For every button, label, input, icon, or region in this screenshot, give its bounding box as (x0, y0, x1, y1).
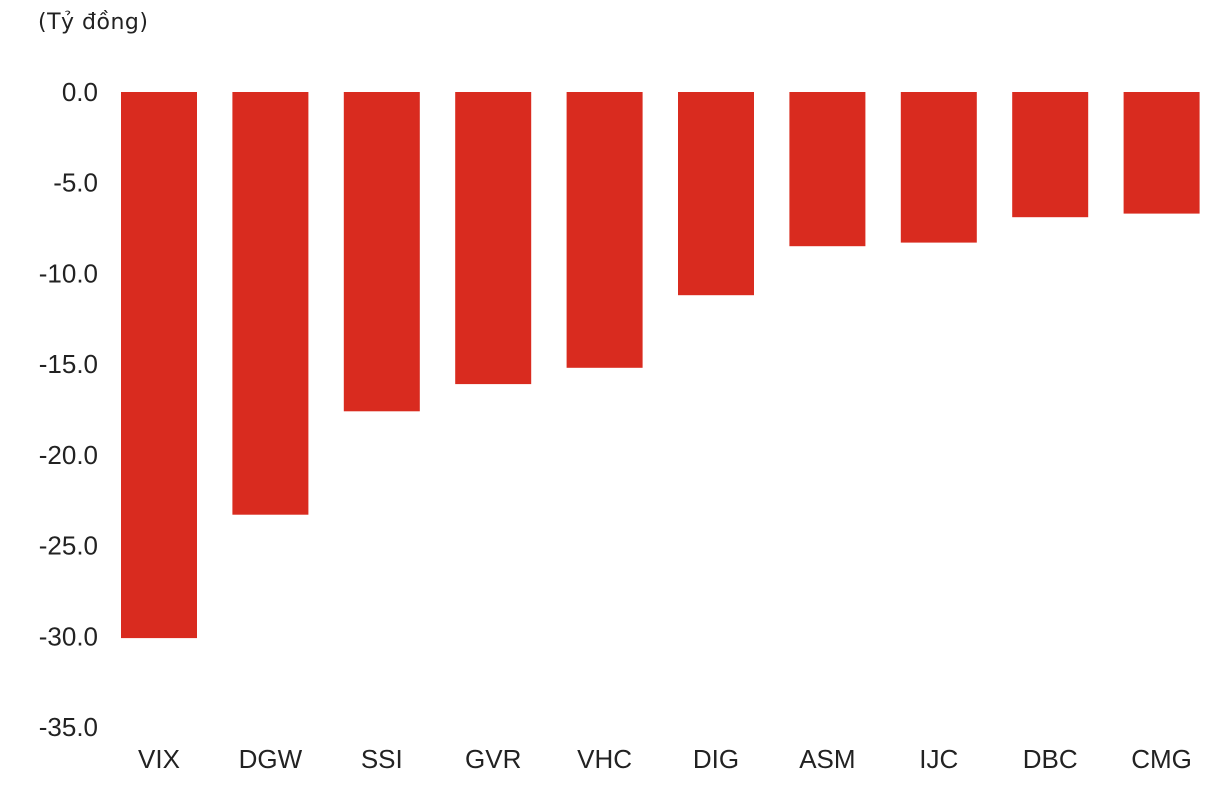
x-tick-label-ssi: SSI (361, 744, 403, 774)
x-tick-label-asm: ASM (799, 744, 855, 774)
bar-vhc (566, 92, 643, 368)
x-tick-label-ijc: IJC (919, 744, 958, 774)
bar-gvr (455, 92, 532, 385)
bar-cmg (1123, 92, 1200, 214)
x-tick-label-gvr: GVR (465, 744, 521, 774)
x-tick-label-dbc: DBC (1023, 744, 1078, 774)
y-tick-label: -25.0 (39, 531, 98, 561)
x-tick-label-vix: VIX (138, 744, 180, 774)
x-tick-label-dig: DIG (693, 744, 739, 774)
bar-ssi (343, 92, 420, 412)
y-axis-ticks: 0.0 -5.0 -10.0 -15.0 -20.0 -25.0 -30.0 -35.0 (39, 77, 98, 742)
unit-label: (Tỷ đồng) (38, 10, 149, 35)
bar-series (121, 92, 1200, 639)
y-tick-label: -15.0 (39, 349, 98, 379)
x-tick-label-dgw: DGW (239, 744, 303, 774)
bar-dgw (232, 92, 309, 515)
bar-dbc (1012, 92, 1089, 218)
y-tick-label: -30.0 (39, 621, 98, 651)
bar-vix (121, 92, 197, 639)
x-tick-label-vhc: VHC (577, 744, 632, 774)
y-tick-label: 0.0 (62, 77, 98, 107)
bar-dig (678, 92, 754, 296)
x-tick-label-cmg: CMG (1131, 744, 1192, 774)
y-tick-label: -5.0 (53, 168, 98, 198)
bar-asm (789, 92, 866, 247)
x-axis-ticks: VIX DGW SSI GVR VHC DIG ASM IJC DBC CMG (138, 744, 1192, 774)
y-tick-label: -20.0 (39, 440, 98, 470)
y-tick-label: -35.0 (39, 712, 98, 742)
bar-ijc (900, 92, 977, 243)
y-tick-label: -10.0 (39, 258, 98, 288)
